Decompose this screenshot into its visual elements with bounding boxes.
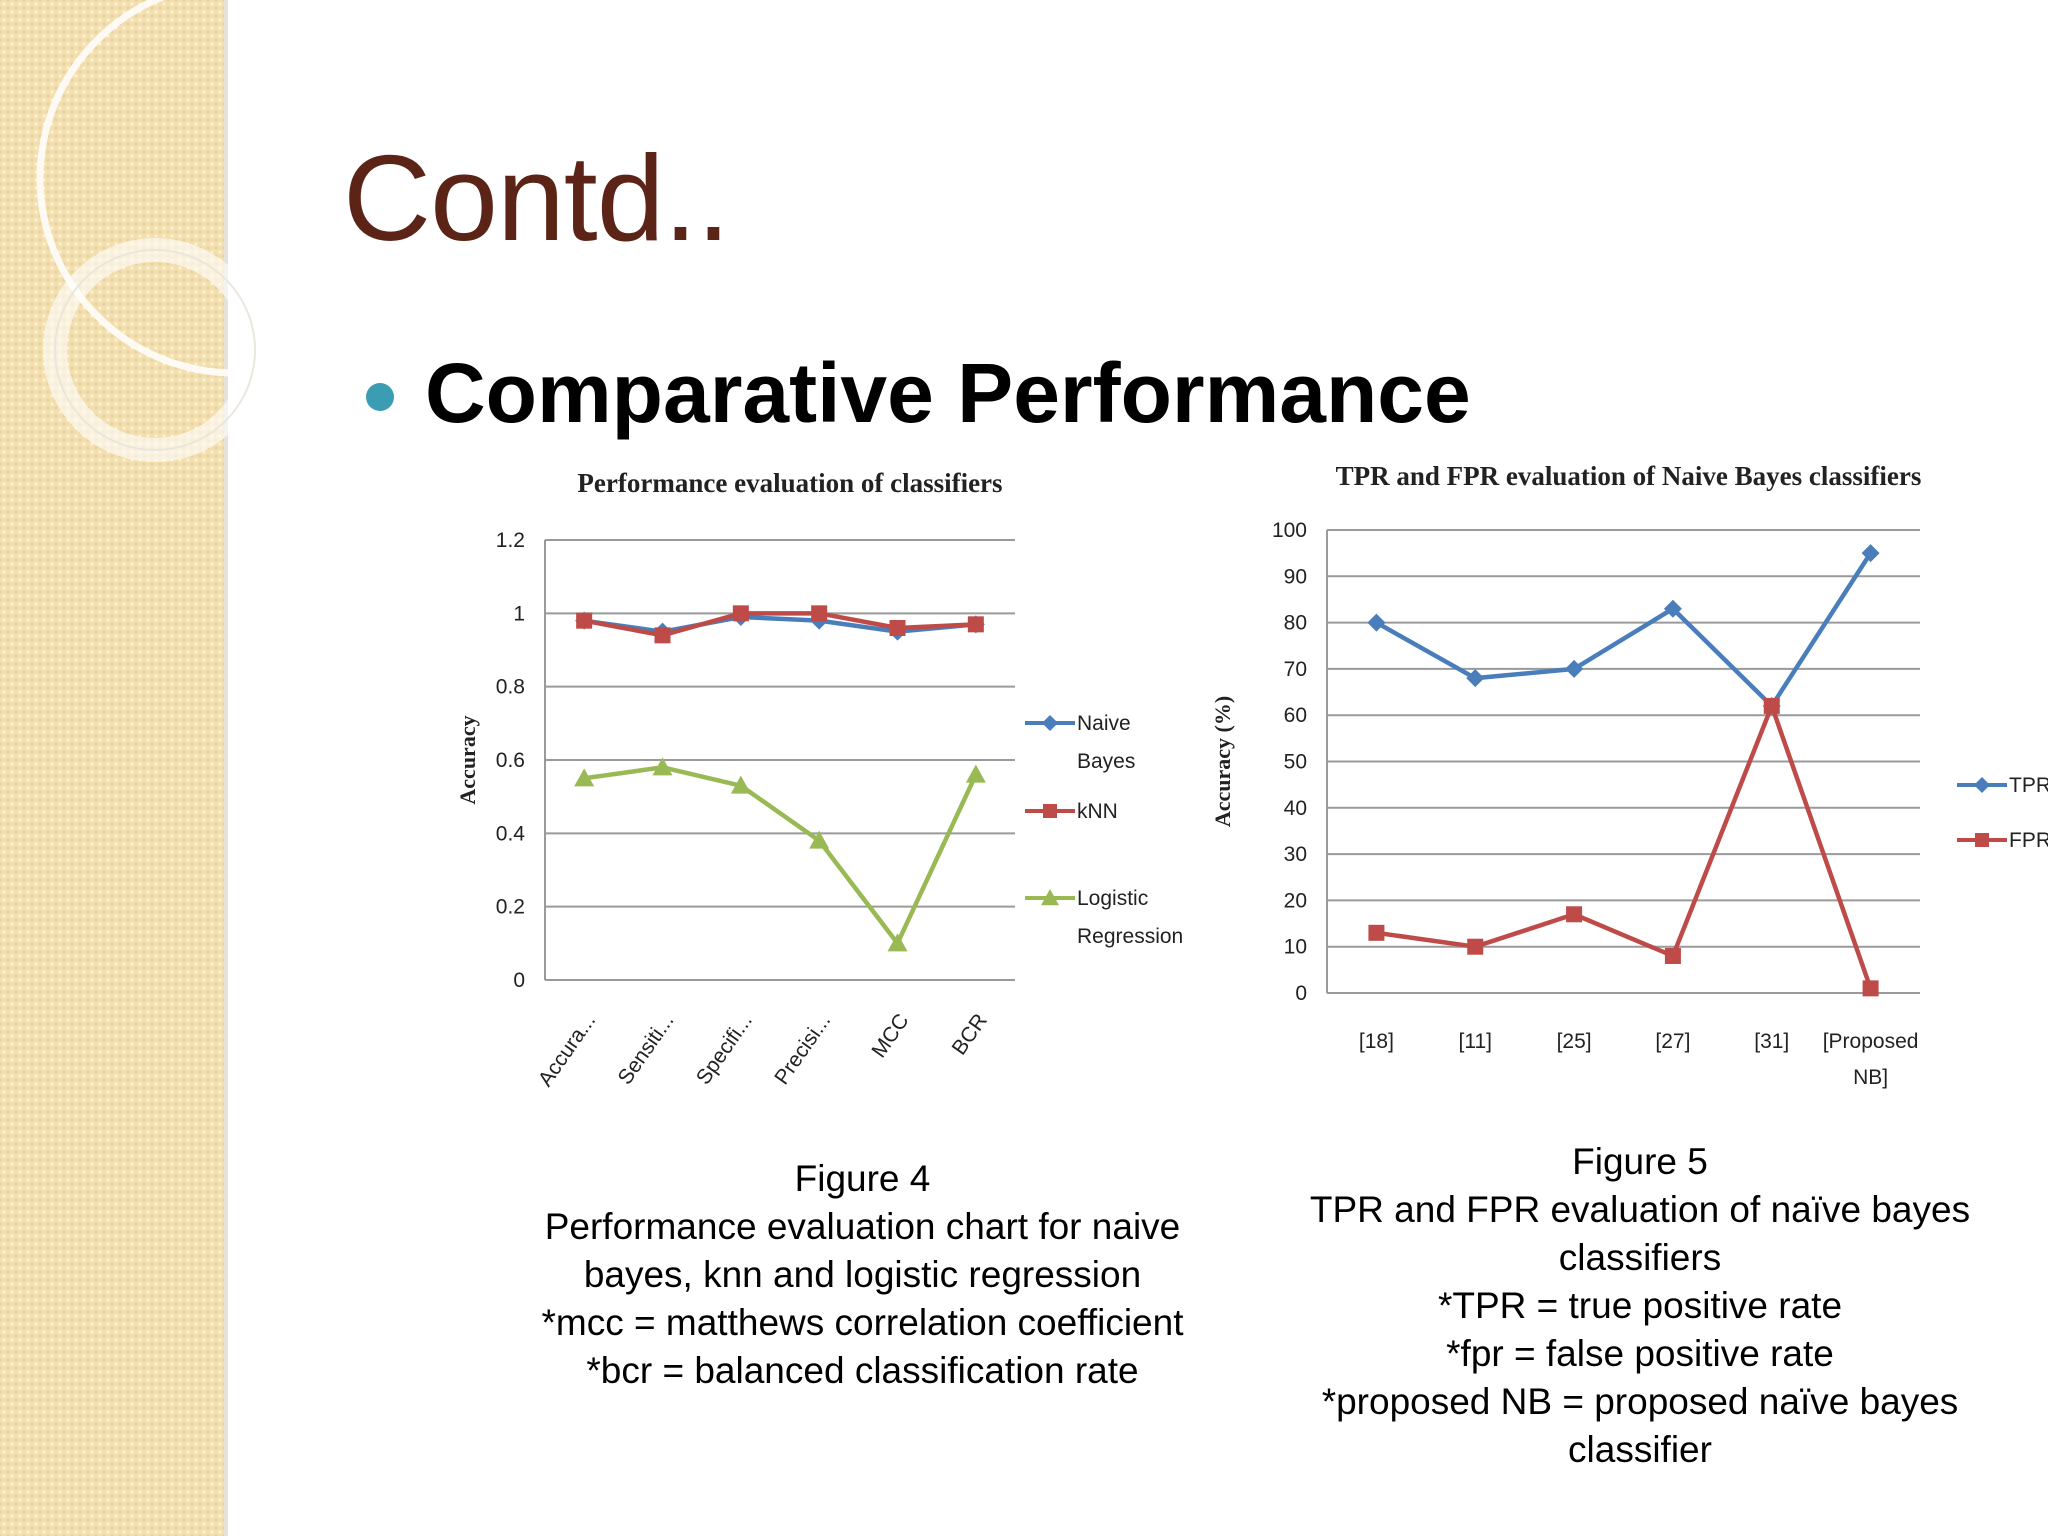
- legend-label: Bayes: [1077, 750, 1135, 773]
- y-tick-label: 50: [1284, 751, 1307, 774]
- chart-performance-evaluation: Performance evaluation of classifiers 0 0.…: [455, 468, 1183, 1091]
- legend-label: FPR: [2009, 829, 2048, 852]
- legend-marker: [1043, 804, 1057, 818]
- chart1-title: Performance evaluation of classifiers: [577, 468, 1002, 498]
- y-tick-label: 0.8: [496, 676, 525, 699]
- series-line: [1376, 699, 1873, 990]
- data-point: [576, 612, 593, 629]
- data-point: [889, 620, 906, 636]
- data-point: [1862, 980, 1879, 997]
- caption-line: *TPR = true positive rate: [1437, 1285, 1843, 1326]
- caption-line: TPR and FPR evaluation of naïve bayes: [1309, 1189, 1971, 1230]
- y-tick-label: 20: [1284, 889, 1307, 912]
- y-tick-label: 0.2: [496, 896, 525, 919]
- caption-line: classifier: [1568, 1429, 1712, 1470]
- legend-marker: [1975, 833, 1989, 847]
- series-line: [583, 614, 977, 634]
- x-tick-label: [31]: [1754, 1030, 1789, 1053]
- x-tick-label: [25]: [1557, 1030, 1592, 1053]
- series-line: [583, 611, 976, 638]
- caption-line: *proposed NB = proposed naïve bayes: [1321, 1381, 1959, 1422]
- legend-label: kNN: [1077, 800, 1118, 823]
- y-axis-label: Accuracy: [455, 715, 480, 804]
- legend-marker: [1042, 715, 1058, 731]
- caption-line: *mcc = matthews correlation coefficient: [541, 1302, 1184, 1343]
- caption-line: Performance evaluation chart for naive: [544, 1206, 1181, 1247]
- figure5-caption: Figure 5 TPR and FPR evaluation of naïve …: [1265, 1138, 2015, 1474]
- bullet-dot: [366, 383, 394, 411]
- y-tick-label: 0: [513, 969, 525, 992]
- y-tick-label: 10: [1284, 936, 1307, 959]
- data-point: [887, 933, 908, 952]
- x-tick-label: MCC: [867, 1010, 913, 1062]
- side-strip-edge: [224, 0, 228, 1536]
- caption-line: Figure 5: [1572, 1141, 1708, 1182]
- legend-marker: [1041, 889, 1059, 906]
- y-tick-label: 70: [1284, 658, 1307, 681]
- y-tick-label: 0.6: [496, 749, 525, 772]
- y-tick-label: 0.4: [496, 822, 526, 845]
- series-line: [583, 765, 978, 948]
- y-tick-label: 60: [1284, 704, 1307, 727]
- y-tick-label: 100: [1272, 519, 1307, 542]
- caption-line: bayes, knn and logistic regression: [583, 1254, 1142, 1295]
- y-axis-label: Accuracy (%): [1210, 696, 1235, 827]
- y-tick-label: 1.2: [496, 529, 525, 552]
- x-tick-label: Sensiti...: [614, 1010, 679, 1089]
- y-tick-label: 90: [1284, 565, 1307, 588]
- y-tick-label: 80: [1284, 612, 1307, 635]
- data-point: [1663, 599, 1682, 618]
- caption-line: classifiers: [1558, 1237, 1722, 1278]
- data-point: [1664, 947, 1681, 964]
- x-tick-label: [27]: [1655, 1030, 1690, 1053]
- data-point: [732, 605, 749, 622]
- data-point: [574, 768, 595, 787]
- slide-title: Contd..: [343, 130, 730, 266]
- x-tick-label: NB]: [1853, 1066, 1888, 1089]
- data-point: [965, 764, 986, 783]
- legend-label: TPR: [2009, 774, 2048, 797]
- legend-marker: [1974, 777, 1990, 793]
- y-tick-label: 40: [1284, 797, 1307, 820]
- series-line: [1375, 551, 1873, 710]
- data-point: [1368, 924, 1385, 941]
- data-point: [809, 830, 830, 849]
- data-point: [1466, 669, 1485, 688]
- legend-label: Naive: [1077, 712, 1131, 735]
- caption-line: Figure 4: [794, 1158, 931, 1199]
- caption-line: *bcr = balanced classification rate: [586, 1350, 1139, 1391]
- data-point: [1367, 613, 1386, 632]
- x-tick-label: [Proposed: [1823, 1030, 1919, 1053]
- data-point: [811, 605, 828, 622]
- bullet-heading: Comparative Performance: [425, 346, 1471, 440]
- data-point: [1467, 938, 1484, 955]
- data-point: [1566, 906, 1583, 923]
- x-tick-label: Accura...: [534, 1010, 600, 1091]
- x-tick-label: [18]: [1359, 1030, 1394, 1053]
- decorative-rings: [36, 0, 320, 462]
- x-tick-label: Specifi...: [692, 1010, 757, 1089]
- caption-line: *fpr = false positive rate: [1446, 1333, 1834, 1374]
- chart-tpr-fpr-evaluation: TPR and FPR evaluation of Naive Bayes cl…: [1210, 461, 2048, 1089]
- y-tick-label: 30: [1284, 843, 1307, 866]
- x-tick-label: BCR: [948, 1010, 992, 1060]
- chart2-title: TPR and FPR evaluation of Naive Bayes cl…: [1336, 461, 1922, 491]
- data-point: [1565, 659, 1584, 678]
- data-point: [967, 616, 984, 633]
- y-tick-label: 0: [1295, 982, 1307, 1005]
- data-point: [652, 757, 673, 776]
- legend-label: Regression: [1077, 925, 1183, 948]
- data-point: [1763, 697, 1780, 714]
- figure4-caption: Figure 4 Performance evaluation chart for…: [480, 1155, 1245, 1395]
- x-tick-label: [11]: [1459, 1030, 1492, 1053]
- data-point: [730, 775, 751, 794]
- x-tick-label: Precisi...: [770, 1010, 835, 1089]
- legend-label: Logistic: [1077, 887, 1148, 910]
- data-point: [654, 627, 671, 644]
- data-point: [1861, 544, 1880, 563]
- y-tick-label: 1: [513, 602, 525, 625]
